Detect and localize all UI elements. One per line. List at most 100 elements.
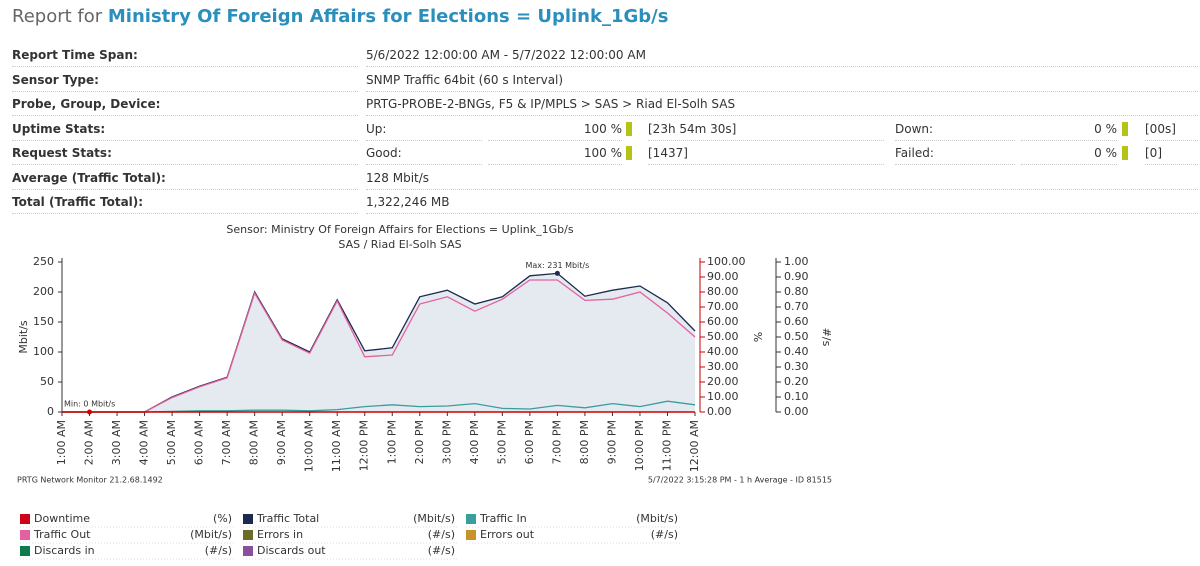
stat-extra: [00s] bbox=[1145, 118, 1198, 141]
area bbox=[62, 273, 695, 412]
footer-right: 5/7/2022 3:15:28 PM - 1 h Average - ID 8… bbox=[648, 476, 832, 485]
x-tick-label: 4:00 PM bbox=[468, 420, 481, 464]
y2-tick-label: 40.00 bbox=[707, 345, 739, 358]
legend-name: Traffic In bbox=[479, 512, 527, 525]
y3-tick-label: 0.00 bbox=[784, 405, 809, 418]
x-tick-label: 6:00 PM bbox=[523, 420, 536, 464]
y3-tick-label: 0.10 bbox=[784, 390, 809, 403]
y3-tick-label: 0.20 bbox=[784, 375, 809, 388]
legend-unit: (#/s) bbox=[428, 544, 455, 557]
y2-tick-label: 80.00 bbox=[707, 285, 739, 298]
y2-tick-label: 60.00 bbox=[707, 315, 739, 328]
x-tick-label: 9:00 PM bbox=[605, 420, 618, 464]
y3-tick-label: 0.80 bbox=[784, 285, 809, 298]
x-tick-label: 1:00 PM bbox=[385, 420, 398, 464]
legend-unit: (Mbit/s) bbox=[190, 528, 232, 541]
legend-swatch bbox=[243, 530, 253, 540]
legend-name: Traffic Out bbox=[33, 528, 91, 541]
stat-bar bbox=[626, 146, 632, 160]
y2-tick-label: 20.00 bbox=[707, 375, 739, 388]
y3-tick-label: 0.90 bbox=[784, 270, 809, 283]
row-label: Request Stats: bbox=[12, 142, 358, 165]
y-tick-label: 150 bbox=[33, 315, 54, 328]
stat-percent: 0 % bbox=[1021, 118, 1117, 141]
y3-tick-label: 0.60 bbox=[784, 315, 809, 328]
y-axis-label: Mbit/s bbox=[17, 320, 30, 354]
legend-swatch bbox=[20, 546, 30, 556]
chart-subtitle: SAS / Riad El-Solh SAS bbox=[338, 238, 461, 251]
x-tick-label: 4:00 AM bbox=[138, 420, 151, 465]
legend-name: Discards out bbox=[257, 544, 326, 557]
y2-tick-label: 70.00 bbox=[707, 300, 739, 313]
row-label: Sensor Type: bbox=[12, 69, 358, 92]
x-tick-label: 8:00 AM bbox=[248, 420, 261, 465]
legend-name: Discards in bbox=[34, 544, 95, 557]
y3-tick-label: 0.50 bbox=[784, 330, 809, 343]
row-value: 1,322,246 MB bbox=[366, 191, 1198, 214]
series-line bbox=[62, 272, 696, 413]
legend-swatch bbox=[466, 514, 476, 524]
legend-unit: (#/s) bbox=[428, 528, 455, 541]
annotation: Max: 231 Mbit/s bbox=[525, 261, 589, 270]
annotation-marker bbox=[554, 270, 560, 276]
legend-unit: (Mbit/s) bbox=[636, 512, 678, 525]
header-title: Ministry Of Foreign Affairs for Election… bbox=[107, 6, 669, 27]
stat-extra: [0] bbox=[1145, 142, 1198, 165]
y2-axis-label: % bbox=[751, 332, 764, 342]
table-row: Probe, Group, Device: PRTG-PROBE-2-BNGs, … bbox=[12, 93, 1198, 117]
stat-label: Down: bbox=[895, 118, 1015, 141]
y2-tick-label: 90.00 bbox=[707, 270, 739, 283]
row-value: 128 Mbit/s bbox=[366, 167, 1198, 190]
x-tick-label: 2:00 AM bbox=[83, 420, 96, 465]
header-prefix: Report for bbox=[12, 6, 103, 27]
series-line bbox=[62, 400, 696, 413]
y-tick-label: 0 bbox=[47, 405, 54, 418]
legend-swatch bbox=[466, 530, 476, 540]
row-value: 5/6/2022 12:00:00 AM - 5/7/2022 12:00:00… bbox=[366, 44, 1198, 67]
x-tick-label: 5:00 PM bbox=[495, 420, 508, 464]
row-label: Probe, Group, Device: bbox=[12, 93, 358, 116]
y-tick-label: 50 bbox=[40, 375, 54, 388]
stat-bar bbox=[626, 121, 632, 136]
stat-label: Up: bbox=[366, 118, 482, 141]
x-tick-label: 8:00 PM bbox=[578, 420, 591, 464]
annotation-marker bbox=[87, 409, 93, 415]
x-tick-label: 1:00 AM bbox=[55, 420, 68, 465]
stat-extra: [1437] bbox=[648, 142, 884, 165]
stat-label: Good: bbox=[366, 142, 482, 165]
x-tick-label: 9:00 AM bbox=[275, 420, 288, 465]
y3-tick-label: 0.70 bbox=[784, 300, 809, 313]
chart-title: Sensor: Ministry Of Foreign Affairs for … bbox=[226, 223, 573, 236]
y2-tick-label: 100.00 bbox=[707, 255, 746, 268]
x-tick-label: 10:00 PM bbox=[633, 420, 646, 471]
legend-name: Errors out bbox=[480, 528, 535, 541]
x-tick-label: 10:00 AM bbox=[303, 420, 316, 472]
y3-axis-label: #/s bbox=[820, 328, 833, 347]
y2-tick-label: 30.00 bbox=[707, 360, 739, 373]
row-value: PRTG-PROBE-2-BNGs, F5 & IP/MPLS > SAS > … bbox=[366, 93, 1198, 116]
footer-left: PRTG Network Monitor 21.2.68.1492 bbox=[17, 476, 163, 485]
y2-tick-label: 50.00 bbox=[707, 330, 739, 343]
y3-tick-label: 0.40 bbox=[784, 345, 809, 358]
annotation: Min: 0 Mbit/s bbox=[64, 400, 115, 409]
stat-percent: 100 % bbox=[488, 118, 622, 141]
x-tick-label: 11:00 AM bbox=[330, 420, 343, 472]
row-label: Total (Traffic Total): bbox=[12, 191, 358, 214]
y2-tick-label: 0.00 bbox=[707, 405, 732, 418]
legend-unit: (%) bbox=[213, 512, 232, 525]
stat-extra: [23h 54m 30s] bbox=[648, 118, 884, 141]
legend-name: Downtime bbox=[34, 512, 90, 525]
legend-swatch bbox=[20, 530, 30, 540]
x-tick-label: 7:00 PM bbox=[550, 420, 563, 464]
legend-unit: (#/s) bbox=[205, 544, 232, 557]
legend-unit: (#/s) bbox=[651, 528, 678, 541]
y-tick-label: 100 bbox=[33, 345, 54, 358]
table-row: Request Stats: Good: 100 % [1437] Failed: 0 %… bbox=[12, 142, 1198, 166]
x-tick-label: 7:00 AM bbox=[220, 420, 233, 465]
row-label: Report Time Span: bbox=[12, 44, 358, 67]
x-tick-label: 12:00 AM bbox=[688, 420, 701, 472]
row-label: Average (Traffic Total): bbox=[12, 167, 358, 190]
x-tick-label: 3:00 PM bbox=[440, 420, 453, 464]
table-row: Total (Traffic Total): 1,322,246 MB bbox=[12, 191, 1198, 215]
